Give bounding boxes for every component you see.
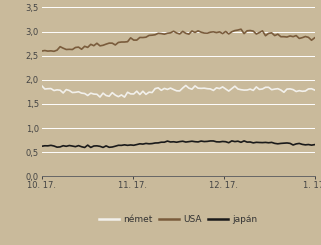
japán xyxy=(273,142,277,145)
német xyxy=(279,88,283,91)
USA xyxy=(40,49,44,52)
német xyxy=(123,96,126,98)
német xyxy=(126,91,129,94)
USA xyxy=(307,36,310,39)
német xyxy=(184,84,188,87)
japán xyxy=(242,139,246,142)
USA xyxy=(279,35,283,38)
német xyxy=(313,88,317,91)
német xyxy=(77,90,81,93)
japán xyxy=(126,144,129,147)
USA xyxy=(313,36,317,39)
japán xyxy=(233,140,237,143)
Line: német: német xyxy=(42,86,315,97)
USA xyxy=(233,29,237,32)
japán xyxy=(313,143,317,146)
japán xyxy=(83,146,87,149)
USA xyxy=(126,40,129,43)
japán xyxy=(40,145,44,148)
német xyxy=(307,87,310,90)
japán xyxy=(279,142,283,145)
USA xyxy=(52,50,56,53)
Line: USA: USA xyxy=(42,29,315,51)
USA xyxy=(273,34,277,37)
Legend: német, USA, japán: német, USA, japán xyxy=(95,211,261,228)
japán xyxy=(77,144,81,147)
japán xyxy=(307,143,310,146)
német xyxy=(236,87,240,90)
Line: japán: japán xyxy=(42,141,315,147)
USA xyxy=(80,48,83,51)
német xyxy=(40,84,44,87)
német xyxy=(273,88,277,91)
USA xyxy=(239,28,243,31)
